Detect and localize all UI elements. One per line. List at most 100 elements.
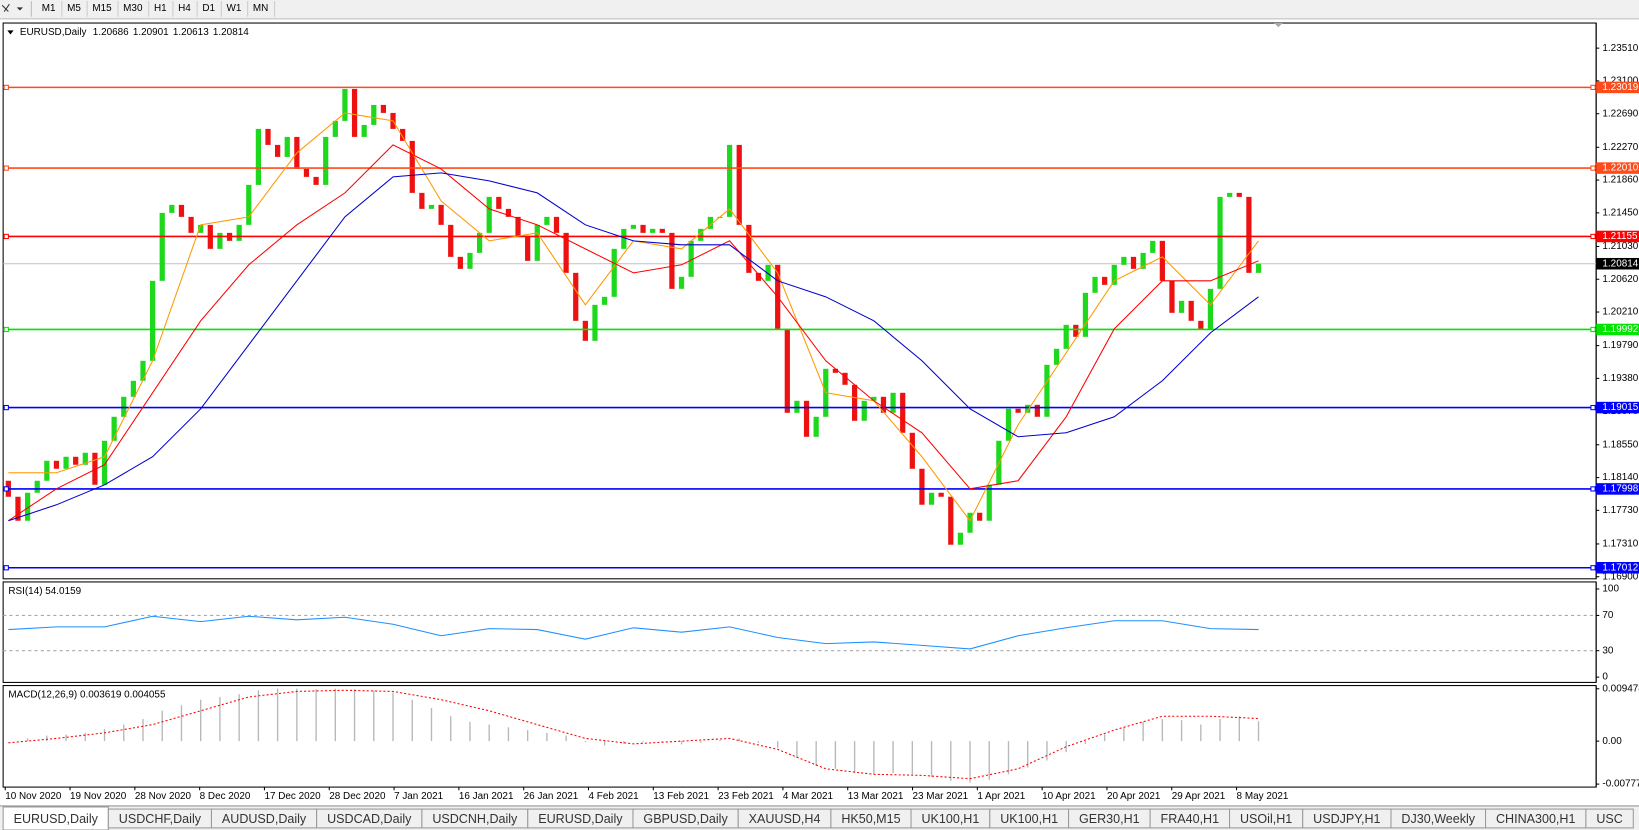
timeframe-button[interactable]: M15 <box>92 3 112 14</box>
candle-body <box>573 272 579 321</box>
tab-label[interactable]: UK100,H1 <box>921 812 979 826</box>
tab-label[interactable]: FRA40,H1 <box>1161 812 1220 826</box>
level-handle <box>1590 165 1596 171</box>
candle-body <box>928 492 935 505</box>
timeframe-button[interactable]: M30 <box>123 3 143 14</box>
timeframe-button[interactable]: W1 <box>227 3 242 14</box>
candle-body <box>1053 348 1060 365</box>
tab-label[interactable]: USDCAD,Daily <box>327 812 412 826</box>
chart-title: RSI(14) 54.0159 <box>8 586 81 597</box>
y-tick-label: 1.20620 <box>1602 274 1638 285</box>
level-handle <box>3 84 9 91</box>
timeframe-button[interactable]: M1 <box>42 3 56 14</box>
ohlc-value: 1.20814 <box>213 27 249 38</box>
candle-body <box>1092 276 1098 293</box>
candle-body <box>419 192 425 209</box>
candle-body <box>275 144 281 157</box>
level-handle <box>1590 84 1596 91</box>
tab-label[interactable]: EURUSD,Daily <box>538 812 623 826</box>
candle-body <box>784 328 790 413</box>
timeframe-button[interactable]: MN <box>253 3 268 14</box>
level-handle <box>3 486 9 492</box>
candle-body <box>284 136 290 157</box>
candle-body <box>1025 404 1031 413</box>
panel-frame <box>2 22 1597 580</box>
candle-body <box>44 460 50 481</box>
candle-body <box>1111 264 1117 285</box>
y-tick-label: 1.20210 <box>1602 307 1638 318</box>
candle-body <box>351 88 358 137</box>
price-tag-label: 1.19015 <box>1602 402 1638 413</box>
y-tick-label: 1.19380 <box>1602 373 1638 384</box>
tab-label[interactable]: XAUUSD,H4 <box>749 812 821 826</box>
x-tick-label: 17 Dec 2020 <box>264 791 321 802</box>
price-tag-label: 1.17012 <box>1602 562 1638 573</box>
candle-body <box>400 128 406 141</box>
candle-body <box>1073 324 1079 337</box>
tab-label[interactable]: HK50,M15 <box>841 812 900 826</box>
timeframe-button[interactable]: H4 <box>178 3 191 14</box>
tab-label[interactable]: GBPUSD,Daily <box>643 812 728 826</box>
tab-label[interactable]: USOil,H1 <box>1240 812 1292 826</box>
timeframe-button[interactable]: H1 <box>154 3 167 14</box>
candle-body <box>53 460 60 469</box>
candle-body <box>755 272 762 281</box>
y-tick-label: 0.009478 <box>1602 683 1639 694</box>
tab-label[interactable]: CHINA300,H1 <box>1496 812 1575 826</box>
candle-body <box>1082 292 1089 337</box>
candle-body <box>361 124 367 137</box>
candle-body <box>332 120 338 137</box>
candle-body <box>852 384 858 421</box>
candle-body <box>496 196 502 209</box>
collapse-arrow <box>7 30 14 35</box>
candle-body <box>1130 256 1137 269</box>
timeframe-button[interactable]: M5 <box>67 3 81 14</box>
candle-body <box>1227 192 1233 197</box>
candle-body <box>688 240 694 277</box>
tab-label[interactable]: EURUSD,Daily <box>14 812 99 826</box>
y-tick-label: 1.22690 <box>1602 108 1638 119</box>
level-handle <box>3 404 9 411</box>
tab-label[interactable]: DJ30,Weekly <box>1401 812 1475 826</box>
x-tick-label: 29 Apr 2021 <box>1172 791 1226 802</box>
moving-average <box>8 144 1259 522</box>
candle-body <box>34 480 40 493</box>
tab[interactable] <box>1585 808 1634 829</box>
timeframe-button[interactable]: D1 <box>202 3 215 14</box>
candle-body <box>111 416 117 441</box>
candle-body <box>1236 192 1242 197</box>
candle-body <box>630 224 637 229</box>
candle-body <box>977 512 983 521</box>
tab-label[interactable]: GER30,H1 <box>1079 812 1140 826</box>
tab-label[interactable]: USDJPY,H1 <box>1313 812 1380 826</box>
candle-body <box>957 532 964 545</box>
level-handle <box>3 165 9 171</box>
tab-label[interactable]: AUDUSD,Daily <box>222 812 307 826</box>
x-tick-label: 1 Apr 2021 <box>977 791 1025 802</box>
candle-body <box>842 372 848 385</box>
candle-body <box>121 396 127 417</box>
x-tick-label: 8 Dec 2020 <box>200 791 251 802</box>
x-tick-label: 28 Nov 2020 <box>135 791 192 802</box>
tab-label[interactable]: USC <box>1596 812 1622 826</box>
price-tag-label: 1.23019 <box>1602 82 1638 93</box>
chart-title: EURUSD,Daily <box>20 27 87 38</box>
candle-body <box>149 280 156 361</box>
candle-body <box>1207 288 1214 329</box>
tab-label[interactable]: USDCHF,Daily <box>119 812 202 826</box>
candle-body <box>967 512 973 533</box>
candle-body <box>726 144 733 217</box>
ohlc-value: 1.20613 <box>173 27 209 38</box>
ohlc-value: 1.20686 <box>93 27 129 38</box>
candle-body <box>1140 252 1146 269</box>
ohlc-value: 1.20901 <box>133 27 169 38</box>
y-tick-label: 70 <box>1602 610 1614 621</box>
candle-body <box>92 452 98 485</box>
x-tick-label: 20 Apr 2021 <box>1107 791 1161 802</box>
candle-body <box>563 232 569 273</box>
tab-label[interactable]: USDCNH,Daily <box>432 812 518 826</box>
x-tick-label: 4 Feb 2021 <box>588 791 639 802</box>
candle-body <box>323 136 329 185</box>
tab-label[interactable]: UK100,H1 <box>1000 812 1058 826</box>
